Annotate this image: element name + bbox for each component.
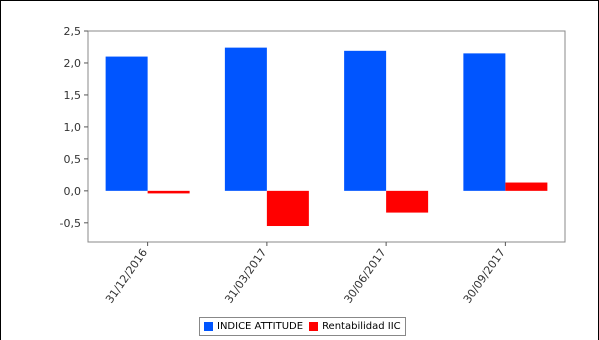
legend-label: INDICE ATTITUDE <box>217 321 304 332</box>
y-tick-label: 0,0 <box>64 185 82 198</box>
y-tick-label: 1,5 <box>64 89 82 102</box>
bar-indice-attitude-3 <box>463 53 506 191</box>
bar-rentabilidad-iic-1 <box>266 190 309 227</box>
legend-label: Rentabilidad IIC <box>322 321 401 332</box>
bar-indice-attitude-0 <box>105 56 148 191</box>
bar-rentabilidad-iic-3 <box>505 182 548 191</box>
y-axis: -0,5 0,0 0,5 1,0 1,5 2,0 2,5 <box>60 25 88 230</box>
bar-indice-attitude-1 <box>224 47 267 191</box>
bar-rentabilidad-iic-0 <box>147 190 190 194</box>
legend-swatch-blue <box>204 322 213 331</box>
x-tick-label: 30/06/2017 <box>342 246 389 305</box>
y-tick-label: 2,5 <box>64 25 82 38</box>
x-tick-label: 31/03/2017 <box>222 246 269 305</box>
legend-item-rentabilidad-iic: Rentabilidad IIC <box>309 321 401 332</box>
bar-indice-attitude-2 <box>344 50 387 191</box>
y-tick-label: -0,5 <box>60 217 81 230</box>
legend-item-indice-attitude: INDICE ATTITUDE <box>204 321 303 332</box>
x-tick-label: 30/09/2017 <box>461 246 508 305</box>
bar-rentabilidad-iic-2 <box>386 190 429 213</box>
bars <box>105 47 548 227</box>
x-axis: 31/12/2016 31/03/2017 30/06/2017 30/09/2017 <box>103 242 508 306</box>
legend: INDICE ATTITUDE Rentabilidad IIC <box>199 317 406 336</box>
legend-swatch-red <box>309 322 319 331</box>
y-tick-label: 1,0 <box>64 121 82 134</box>
y-tick-label: 0,5 <box>64 153 82 166</box>
y-tick-label: 2,0 <box>64 57 82 70</box>
x-tick-label: 31/12/2016 <box>103 246 150 305</box>
